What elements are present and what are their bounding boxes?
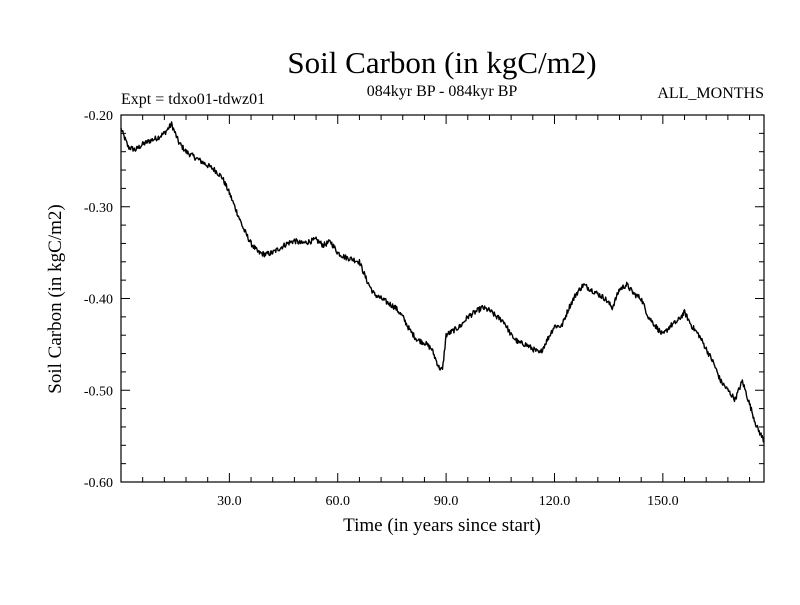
y-tick-label: -0.60	[84, 476, 113, 491]
x-tick-label: 30.0	[217, 494, 242, 509]
series-line	[120, 121, 765, 443]
months-label: ALL_MONTHS	[657, 85, 764, 102]
x-tick-label: 90.0	[434, 494, 459, 509]
period-label: 084kyr BP - 084kyr BP	[367, 83, 518, 100]
experiment-label: Expt = tdxo01-tdwz01	[121, 91, 265, 108]
x-tick-label: 60.0	[325, 494, 350, 509]
x-axis-label: Time (in years since start)	[343, 515, 541, 536]
x-tick-label: 120.0	[539, 494, 571, 509]
y-axis-label: Soil Carbon (in kgC/m2)	[45, 204, 66, 393]
y-tick-label: -0.50	[84, 384, 113, 399]
y-tick-label: -0.20	[84, 109, 113, 124]
chart-title: Soil Carbon (in kgC/m2)	[287, 45, 596, 80]
y-tick-label: -0.30	[84, 201, 113, 216]
x-tick-label: 150.0	[647, 494, 679, 509]
y-tick-label: -0.40	[84, 293, 113, 308]
plot-frame	[120, 114, 765, 483]
